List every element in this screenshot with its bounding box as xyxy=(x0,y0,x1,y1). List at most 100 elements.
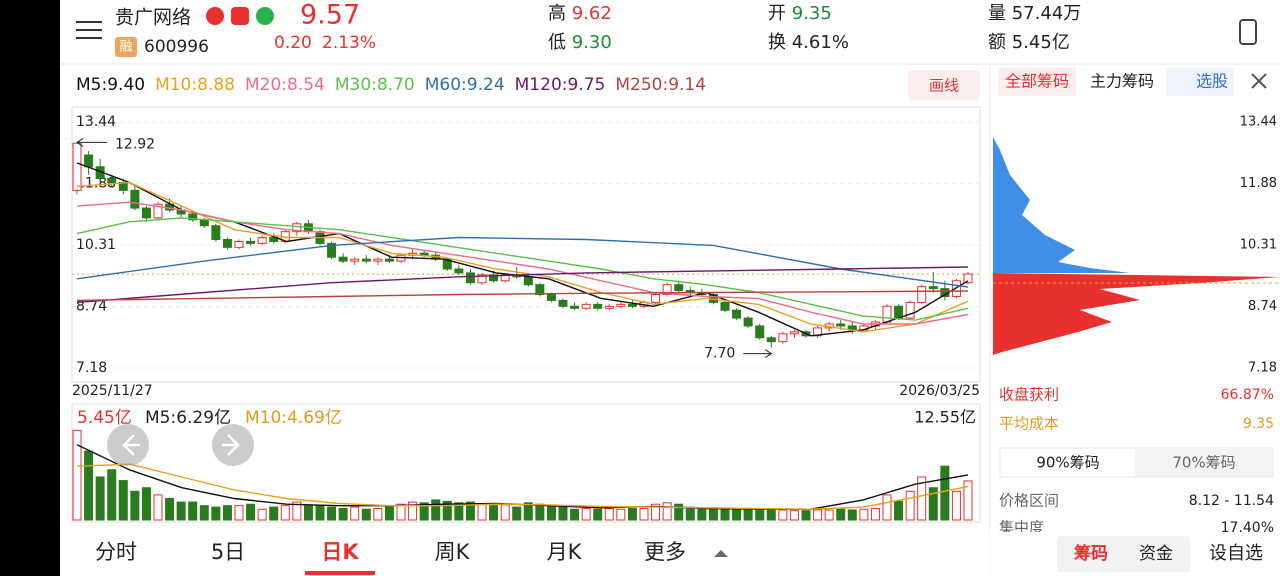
ma-label: M20: xyxy=(245,75,287,95)
candle-body xyxy=(292,223,302,233)
ma-label: M30: xyxy=(335,75,377,95)
volume-bar xyxy=(222,505,232,521)
end-date: 2026/03/25 xyxy=(899,383,980,399)
ma-label: M250: xyxy=(615,75,668,95)
candle-body xyxy=(813,327,823,337)
ma-label: M5: xyxy=(76,75,107,95)
volume-bar xyxy=(419,502,429,521)
candle-body xyxy=(627,303,637,307)
volume-bar xyxy=(604,508,614,521)
y-tick-label: 10.31 xyxy=(76,237,116,253)
price-plot: 7.18 8.74 10.31 11.88 13.44 12.92 7.70 xyxy=(72,114,980,376)
chip-profile-loss xyxy=(993,137,1130,273)
volume-bar xyxy=(708,507,718,521)
volume-bar xyxy=(882,494,892,521)
candle-body xyxy=(789,331,799,335)
volume-bar xyxy=(442,500,452,521)
high-label: 12.92 xyxy=(115,136,155,152)
volume-bar xyxy=(396,503,406,521)
volume-bar xyxy=(84,450,94,521)
menu-icon[interactable] xyxy=(76,21,102,39)
chip-tab[interactable]: 主力筹码 xyxy=(1090,72,1154,91)
volume-bar xyxy=(234,505,244,521)
close-icon[interactable] xyxy=(1251,73,1267,89)
candle-body xyxy=(246,240,256,244)
volume-bar xyxy=(951,490,961,521)
stat: 额 5.45亿 xyxy=(988,32,1070,53)
volume-bar xyxy=(176,501,186,521)
stat-value: 57.44万 xyxy=(1012,3,1082,24)
candle-body xyxy=(442,258,452,270)
tab[interactable]: 周K xyxy=(435,540,471,564)
volume-bar xyxy=(778,509,788,521)
stat-value: 5.45亿 xyxy=(1012,32,1070,53)
candle-body xyxy=(130,189,140,209)
stat: 低 9.30 xyxy=(548,32,612,53)
y-tick-label: 7.18 xyxy=(76,360,107,376)
chip-tab[interactable]: 全部筹码 xyxy=(1005,72,1069,91)
volume-bar xyxy=(211,506,221,521)
tab[interactable]: 更多 xyxy=(644,540,686,564)
chip-axis: 7.18 8.74 10.31 11.88 13.44 xyxy=(1240,115,1277,376)
volume-bar xyxy=(558,506,568,521)
icon[interactable] xyxy=(256,7,274,25)
volume-bar xyxy=(732,508,742,521)
ma-value: 9.40 xyxy=(107,75,145,95)
button[interactable]: 设自选 xyxy=(1209,543,1263,564)
volume-bar xyxy=(651,503,661,521)
tab[interactable]: 分时 xyxy=(95,540,137,564)
draw-button[interactable]: 画线 xyxy=(929,77,959,95)
high-arrow xyxy=(76,138,107,147)
volume-bar xyxy=(465,501,475,521)
ma-label: M120: xyxy=(515,75,568,95)
toggle[interactable]: 70%筹码 xyxy=(1172,454,1235,472)
volume-bar xyxy=(685,506,695,521)
range: 8.12 - 11.54 xyxy=(1189,493,1274,509)
volume-bar xyxy=(107,469,117,521)
volume-bar xyxy=(315,505,325,521)
volume-plot xyxy=(72,429,973,521)
candle-body xyxy=(570,305,580,309)
candle-body xyxy=(535,284,545,296)
ma-value: 9.75 xyxy=(567,75,605,95)
button[interactable]: 筹码 xyxy=(1074,543,1108,564)
ma-line xyxy=(76,290,969,302)
ma-line xyxy=(76,217,969,321)
icon[interactable] xyxy=(206,7,224,25)
stat: 换 4.61% xyxy=(768,32,849,53)
toggle[interactable]: 90%筹码 xyxy=(1036,454,1099,472)
volume-ma10: M10:4.69亿 xyxy=(245,408,342,428)
y-tick-label: 8.74 xyxy=(76,299,107,315)
period-tabs: 分时 5日 日K 周K 月K 更多 xyxy=(95,540,728,575)
candle-body xyxy=(882,305,892,323)
volume-bar xyxy=(905,490,915,521)
chip-tab-bg xyxy=(1166,68,1234,96)
y-tick-label: 11.88 xyxy=(76,175,116,191)
volume-bar xyxy=(755,508,765,521)
next-arrow xyxy=(222,434,240,456)
icon[interactable] xyxy=(231,7,249,25)
candle-body xyxy=(234,240,244,248)
landscape-icon[interactable] xyxy=(1239,19,1257,45)
volume-bar xyxy=(327,506,337,521)
volume-bar xyxy=(870,508,880,521)
volume-bar xyxy=(373,508,383,521)
draw-button-bg[interactable] xyxy=(908,70,980,100)
volume-bar xyxy=(593,508,603,521)
candle-body xyxy=(153,203,163,219)
profit-label: 收盘获利 xyxy=(999,386,1059,404)
tab[interactable]: 5日 xyxy=(211,540,245,564)
stat-value: 4.61% xyxy=(792,32,849,53)
candle-body xyxy=(188,213,198,221)
chip-tab[interactable]: 选股 xyxy=(1196,72,1228,91)
stat-label: 低 xyxy=(548,32,566,53)
tab-active[interactable]: 日K xyxy=(321,540,359,564)
button[interactable]: 资金 xyxy=(1139,544,1173,564)
tab[interactable]: 月K xyxy=(547,540,583,564)
volume-bar xyxy=(743,509,753,521)
chip-tick-label: 10.31 xyxy=(1240,238,1277,253)
candle-body xyxy=(465,272,475,284)
volume-bar xyxy=(928,487,938,521)
volume-bar xyxy=(199,505,209,521)
